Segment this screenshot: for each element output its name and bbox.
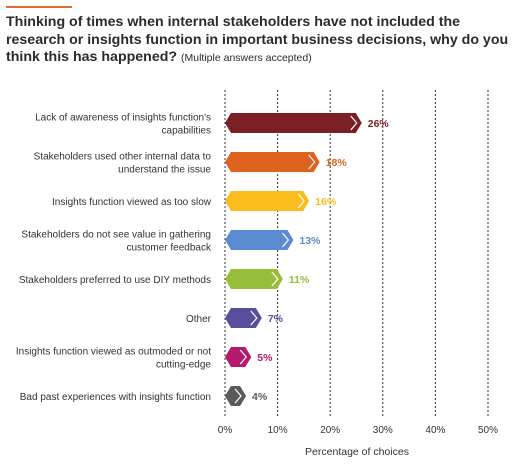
category-label: Stakeholders preferred to use DIY method… [19, 275, 211, 286]
x-tick-label: 40% [425, 425, 445, 436]
category-label: Insights function viewed as outmoded or … [16, 347, 211, 358]
data-label: 11% [289, 274, 310, 286]
bar-notch [250, 310, 258, 326]
bar-notch [234, 388, 242, 404]
bar-notch [308, 154, 316, 170]
x-tick-label: 50% [478, 425, 498, 436]
chart-title-main: Thinking of times when internal stakehol… [6, 14, 509, 65]
x-axis-label: Percentage of choices [305, 446, 409, 458]
category-label: capabilities [162, 126, 211, 137]
bar [225, 347, 252, 367]
x-tick-label: 0% [218, 425, 233, 436]
category-label: understand the issue [118, 165, 211, 176]
category-label: Other [186, 314, 212, 325]
category-label: customer feedback [127, 243, 212, 254]
data-label: 26% [368, 118, 390, 130]
category-label: Bad past experiences with insights funct… [20, 392, 211, 403]
data-label: 16% [315, 196, 337, 208]
bar [225, 152, 320, 172]
bar [225, 269, 283, 289]
category-label: Insights function viewed as too slow [52, 197, 212, 208]
bar [225, 113, 362, 133]
category-label: cutting-edge [156, 360, 211, 371]
data-label: 4% [252, 391, 268, 403]
bar-notch [271, 271, 279, 287]
data-label: 13% [299, 235, 321, 247]
x-tick-label: 30% [373, 425, 393, 436]
bar-notch [350, 115, 358, 131]
chart-title: Thinking of times when internal stakehol… [6, 14, 512, 68]
bar [225, 230, 294, 250]
title-accent-line [6, 6, 72, 8]
bar [225, 191, 310, 211]
bar-notch [239, 349, 248, 365]
category-label: Stakeholders used other internal data to [34, 152, 212, 163]
x-tick-label: 20% [320, 425, 340, 436]
chart-title-note: (Multiple answers accepted) [181, 52, 312, 64]
bar-notch [297, 193, 305, 209]
category-label: Stakeholders do not see value in gatheri… [21, 230, 211, 241]
bar [225, 386, 247, 406]
data-label: 7% [268, 313, 284, 325]
category-label: Lack of awareness of insights function's [35, 113, 211, 124]
x-tick-label: 10% [268, 425, 288, 436]
data-label: 18% [326, 157, 348, 169]
data-label: 5% [257, 352, 273, 364]
bar-notch [281, 232, 290, 248]
